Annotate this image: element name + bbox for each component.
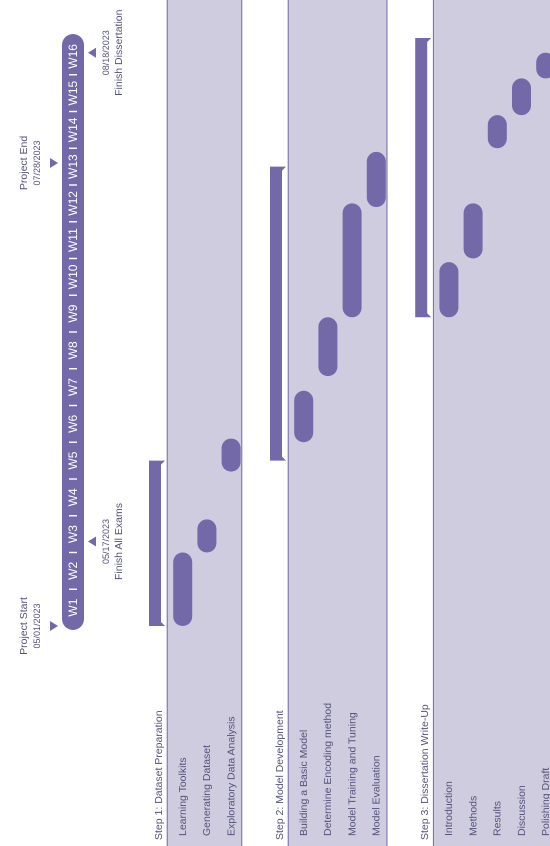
week-label: W10 bbox=[66, 264, 80, 289]
task-label: Exploratory Data Analysis bbox=[225, 716, 237, 836]
section-band bbox=[288, 0, 388, 846]
task-label: Model Training and Tuning bbox=[346, 712, 358, 836]
milestone-label: Project Start bbox=[18, 597, 30, 655]
task-label: Methods bbox=[467, 796, 479, 836]
week-label: W16 bbox=[66, 44, 80, 69]
task-label: Model Evaluation bbox=[371, 755, 383, 836]
task-label: Generating Dataset bbox=[201, 745, 213, 836]
week-label: W9 bbox=[66, 304, 80, 322]
task-bar bbox=[294, 390, 314, 443]
milestone-label: Finish Dissertation bbox=[113, 9, 125, 96]
week-label: W12 bbox=[66, 191, 80, 216]
milestone-date: 05/01/2023 bbox=[32, 603, 42, 648]
task-bar bbox=[366, 151, 386, 208]
task-bar bbox=[173, 552, 193, 626]
task-label: Discussion bbox=[516, 785, 528, 836]
week-label: W5 bbox=[66, 451, 80, 469]
milestone-date: 05/17/2023 bbox=[101, 519, 111, 564]
task-bar bbox=[487, 115, 507, 149]
week-label: W7 bbox=[66, 378, 80, 396]
task-label: Polishing Draft bbox=[540, 768, 550, 836]
task-bar bbox=[512, 78, 531, 116]
week-label: W15 bbox=[66, 80, 80, 105]
task-label: Results bbox=[492, 801, 504, 836]
week-label: W14 bbox=[66, 117, 80, 142]
task-label: Learning Toolkits bbox=[177, 757, 189, 836]
section-summary-bar bbox=[149, 460, 165, 626]
section-summary-bar bbox=[415, 38, 432, 318]
milestone-date: 08/18/2023 bbox=[101, 30, 111, 75]
week-label: W2 bbox=[66, 562, 80, 580]
week-label: W3 bbox=[66, 525, 80, 543]
section-band bbox=[167, 0, 242, 846]
task-label: Building a Basic Model bbox=[298, 730, 310, 836]
week-label: W6 bbox=[66, 415, 80, 433]
milestone-label: Finish All Exams bbox=[113, 503, 125, 580]
task-bars bbox=[149, 38, 550, 626]
milestone-marker bbox=[88, 536, 96, 547]
row-labels: Step 1: Dataset Preparation Learning Tool… bbox=[153, 703, 550, 840]
milestone-date: 07/28/2023 bbox=[32, 140, 42, 185]
milestone-label: Project End bbox=[18, 136, 30, 190]
week-label: W8 bbox=[66, 341, 80, 359]
week-label: W4 bbox=[66, 488, 80, 506]
task-bar bbox=[197, 519, 217, 553]
task-bar bbox=[342, 203, 362, 318]
section-label: Step 2: Model Development bbox=[274, 710, 286, 840]
task-label: Determine Encoding method bbox=[322, 703, 334, 836]
section-label: Step 3: Dissertation Write-Up bbox=[419, 704, 431, 840]
section-label: Step 1: Dataset Preparation bbox=[153, 710, 165, 840]
task-bar bbox=[221, 438, 241, 472]
task-bar bbox=[536, 52, 550, 79]
week-label: W13 bbox=[66, 154, 80, 179]
task-bar bbox=[439, 262, 459, 318]
milestone-marker bbox=[88, 47, 96, 58]
milestone-marker bbox=[50, 157, 58, 168]
section-summary-bar bbox=[270, 166, 286, 461]
task-bar bbox=[318, 317, 338, 377]
week-label: W11 bbox=[66, 228, 80, 252]
task-label: Introduction bbox=[443, 781, 455, 836]
milestone-marker bbox=[50, 621, 58, 631]
week-label: W1 bbox=[66, 598, 80, 616]
task-bar bbox=[463, 203, 483, 259]
week-axis: W1 W2 W3 W4 W5 W6 W7 W8 W9 W10 W11 W12 W13 W14 W15 W16 bbox=[62, 34, 84, 630]
